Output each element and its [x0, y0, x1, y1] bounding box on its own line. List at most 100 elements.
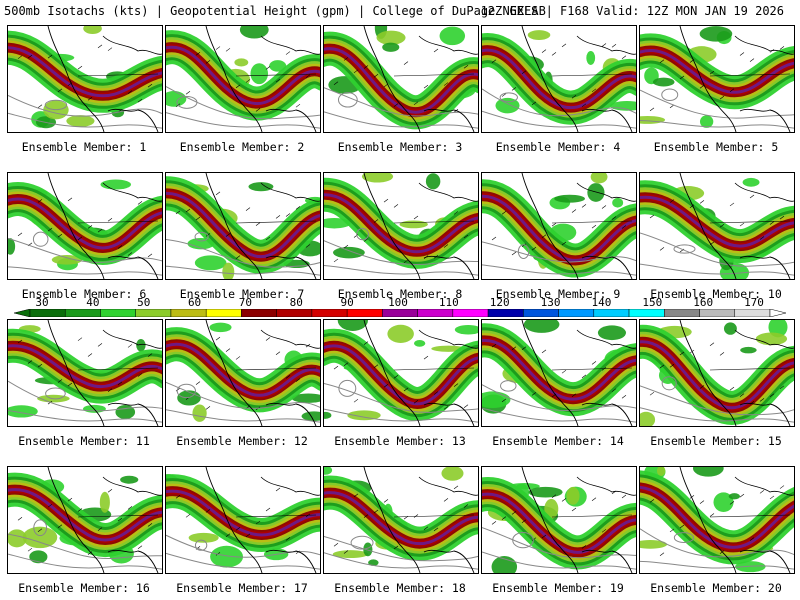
colorbar-segment [628, 309, 665, 317]
colorbar-tick-label: 70 [238, 296, 253, 309]
colorbar-segment [346, 309, 383, 317]
member-map-canvas [482, 26, 636, 132]
coastlines [679, 26, 794, 132]
coastlines [363, 26, 478, 132]
ensemble-member-label: Ensemble Member: 20 [650, 581, 782, 595]
colorbar-segment [241, 309, 277, 317]
colorbar-tick-label: 80 [289, 296, 303, 309]
ensemble-member-label: Ensemble Member: 18 [334, 581, 466, 595]
ensemble-member-map [7, 172, 163, 280]
member-map-canvas [324, 467, 478, 573]
ensemble-member-label: Ensemble Member: 15 [650, 434, 782, 448]
jet-stream-band [166, 327, 320, 413]
map-title-bar: 500mb Isotachs (kts) | Geopotential Heig… [4, 2, 796, 20]
coastlines [47, 26, 162, 132]
ensemble-member-map [481, 172, 637, 280]
colorbar-segment [29, 309, 66, 317]
colorbar-tick-label: 160 [693, 296, 714, 309]
colorbar-segment [276, 309, 313, 317]
ensemble-member-map [639, 25, 795, 133]
jet-stream-band [324, 31, 478, 130]
coastlines [47, 467, 162, 573]
jet-stream-band [8, 472, 162, 557]
ensemble-member-map [481, 25, 637, 133]
colorbar-tick-label: 130 [540, 296, 561, 309]
ensemble-member-label: Ensemble Member: 14 [492, 434, 624, 448]
ensemble-member-label: Ensemble Member: 10 [650, 287, 782, 301]
member-map-canvas [8, 467, 162, 573]
coastlines [679, 320, 794, 426]
ensemble-member-label: Ensemble Member: 9 [495, 287, 621, 301]
colorbar-segment [523, 309, 559, 317]
member-map-canvas [482, 320, 636, 426]
member-map-canvas [166, 173, 320, 279]
jet-stream-band [482, 179, 636, 278]
colorbar-segment [382, 309, 418, 317]
coastlines [363, 320, 478, 426]
member-map-canvas [640, 173, 794, 279]
colorbar-tick-label: 120 [489, 296, 510, 309]
colorbar-segment [100, 309, 136, 317]
member-map-canvas [8, 26, 162, 132]
jet-stream-band [166, 30, 320, 121]
colorbar-segment [487, 309, 524, 317]
ensemble-member-map [639, 172, 795, 280]
colorbar-segment [64, 309, 101, 317]
ensemble-member-label: Ensemble Member: 19 [492, 581, 624, 595]
ensemble-member-map [639, 319, 795, 427]
member-map-canvas [166, 467, 320, 573]
colorbar-segment [417, 309, 454, 317]
jet-stream-band [324, 328, 478, 421]
jet-stream-band [640, 470, 794, 565]
colorbar-tick-label: 100 [388, 296, 408, 309]
ensemble-member-map [323, 25, 479, 133]
member-map-canvas [640, 26, 794, 132]
jet-stream-band [482, 477, 636, 570]
height-contours [482, 88, 636, 129]
ensemble-member-map [7, 319, 163, 427]
member-map-canvas [324, 173, 478, 279]
jet-stream-band [166, 474, 320, 556]
colorbar-left-arrow [14, 309, 31, 317]
ensemble-member-map [481, 319, 637, 427]
ensemble-member-label: Ensemble Member: 7 [179, 287, 305, 301]
member-map-canvas [166, 26, 320, 132]
member-map-canvas [640, 467, 794, 573]
coastlines [363, 467, 478, 573]
jet-stream-band [166, 176, 320, 274]
ensemble-member-label: Ensemble Member: 4 [495, 140, 621, 154]
ensemble-member-map [165, 466, 321, 574]
ensemble-member-label: Ensemble Member: 16 [18, 581, 150, 595]
isotach-patches [324, 320, 478, 421]
ensemble-member-map [639, 466, 795, 574]
ensemble-member-label: Ensemble Member: 8 [337, 287, 463, 301]
jet-stream-band [640, 324, 794, 425]
member-map-canvas [166, 320, 320, 426]
coastlines [521, 26, 636, 132]
model-run-info: 12Z GEFS | F168 Valid: 12Z MON JAN 19 20… [480, 4, 784, 18]
ensemble-member-map [165, 172, 321, 280]
ensemble-member-map [481, 466, 637, 574]
colorbar-tick-label: 150 [642, 296, 663, 309]
jet-stream-band [640, 33, 794, 112]
ensemble-member-map [323, 319, 479, 427]
colorbar-segment [734, 309, 771, 317]
jet-stream-band [640, 180, 794, 264]
colorbar-segment [558, 309, 595, 317]
isotach-colorbar [14, 309, 786, 317]
colorbar-tick-label: 50 [137, 296, 151, 309]
colorbar-tick-label: 140 [591, 296, 612, 309]
coastlines [205, 26, 320, 132]
jet-stream-band [8, 182, 162, 265]
coastlines [47, 320, 162, 426]
member-map-canvas [482, 467, 636, 573]
colorbar-tick-label: 30 [35, 296, 49, 309]
colorbar-segment [135, 309, 172, 317]
jet-stream-band [324, 475, 478, 561]
ensemble-member-label: Ensemble Member: 13 [334, 434, 466, 448]
ensemble-member-label: Ensemble Member: 11 [18, 434, 150, 448]
ensemble-member-label: Ensemble Member: 5 [653, 140, 779, 154]
colorbar-tick-label: 110 [438, 296, 459, 309]
colorbar-segment [311, 309, 348, 317]
colorbar-tick-label: 40 [86, 296, 100, 309]
